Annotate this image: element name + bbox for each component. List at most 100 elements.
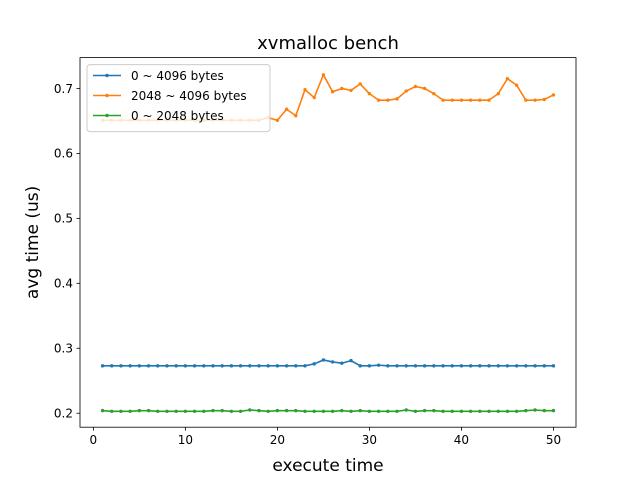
data-point	[358, 408, 362, 413]
data-point	[505, 409, 510, 413]
data-point	[404, 408, 408, 412]
data-point	[367, 364, 372, 368]
data-point	[202, 364, 206, 368]
data-point	[119, 409, 123, 413]
data-point	[312, 95, 316, 100]
data-point	[174, 409, 178, 413]
data-point	[275, 408, 280, 413]
data-point	[533, 408, 537, 412]
data-point	[441, 364, 445, 368]
x-tick-label: 10	[178, 433, 193, 447]
data-point	[459, 364, 464, 368]
data-point	[303, 88, 307, 92]
data-point	[367, 409, 372, 413]
data-point	[459, 98, 464, 102]
legend-box	[86, 64, 271, 133]
data-point	[422, 364, 427, 368]
data-point	[321, 73, 326, 77]
data-point	[505, 77, 510, 81]
y-tick-label: 0.7	[54, 82, 73, 96]
data-point	[192, 409, 197, 413]
data-point	[220, 408, 224, 413]
data-point	[294, 364, 298, 368]
data-point	[533, 98, 537, 102]
data-point	[413, 409, 418, 413]
data-point	[542, 408, 546, 413]
data-point	[524, 408, 528, 413]
data-point	[496, 409, 500, 413]
data-point	[128, 409, 132, 413]
legend-marker	[105, 93, 109, 98]
data-point	[376, 363, 381, 367]
data-point	[349, 358, 353, 363]
data-point	[312, 362, 316, 366]
data-point	[165, 409, 169, 413]
data-point	[156, 364, 160, 368]
data-point	[413, 364, 418, 368]
data-point	[128, 364, 132, 368]
data-point	[524, 98, 528, 102]
data-point	[450, 364, 454, 368]
data-point	[257, 364, 261, 368]
data-point	[321, 409, 326, 413]
data-point	[432, 364, 436, 368]
data-point	[284, 364, 289, 368]
data-point	[248, 408, 252, 412]
data-point	[211, 408, 215, 413]
axes-frame	[79, 57, 577, 428]
data-point	[376, 98, 381, 102]
data-point	[275, 364, 280, 368]
data-point	[349, 409, 353, 413]
data-point	[294, 408, 298, 413]
data-point	[487, 409, 491, 413]
data-point	[340, 86, 344, 91]
data-point	[303, 409, 307, 413]
data-point	[386, 98, 390, 102]
data-point	[487, 98, 491, 102]
legend-entry: 2048 ~ 4096 bytes	[93, 89, 247, 103]
data-point	[367, 91, 372, 96]
data-point	[386, 409, 390, 413]
chart-title: xvmalloc bench	[257, 33, 399, 54]
x-tick-label: 0	[90, 433, 98, 447]
data-point	[487, 364, 491, 368]
data-point	[422, 408, 427, 413]
y-tick-label: 0.3	[54, 342, 73, 356]
data-point	[266, 409, 270, 413]
data-point	[459, 409, 464, 413]
data-point	[100, 364, 105, 368]
data-point	[496, 364, 500, 368]
data-point	[312, 409, 316, 413]
data-point	[432, 408, 436, 413]
data-point	[275, 118, 280, 122]
x-axis: 0 10 20 30 40 50	[90, 427, 561, 447]
legend-label: 0 ~ 2048 bytes	[131, 109, 224, 123]
data-point	[284, 408, 289, 413]
data-point	[156, 409, 160, 413]
data-point	[137, 364, 142, 368]
data-point	[450, 409, 454, 413]
data-point	[395, 97, 399, 101]
data-point	[146, 408, 151, 413]
data-point	[174, 364, 178, 368]
data-point	[404, 89, 408, 93]
data-point	[238, 364, 243, 368]
data-point	[358, 82, 362, 86]
y-tick-label: 0.5	[54, 212, 73, 226]
legend-label: 2048 ~ 4096 bytes	[131, 89, 247, 103]
data-point	[422, 86, 427, 91]
data-point	[119, 364, 123, 368]
data-point	[248, 364, 252, 368]
x-tick-label: 50	[546, 433, 561, 447]
data-point	[542, 364, 546, 368]
data-point	[533, 364, 537, 368]
data-point	[514, 83, 519, 87]
legend-marker	[105, 73, 109, 78]
data-point	[478, 98, 482, 102]
data-point	[468, 364, 473, 368]
data-point	[220, 364, 224, 368]
data-point	[183, 364, 188, 368]
data-point	[330, 409, 335, 413]
data-point	[229, 409, 234, 413]
